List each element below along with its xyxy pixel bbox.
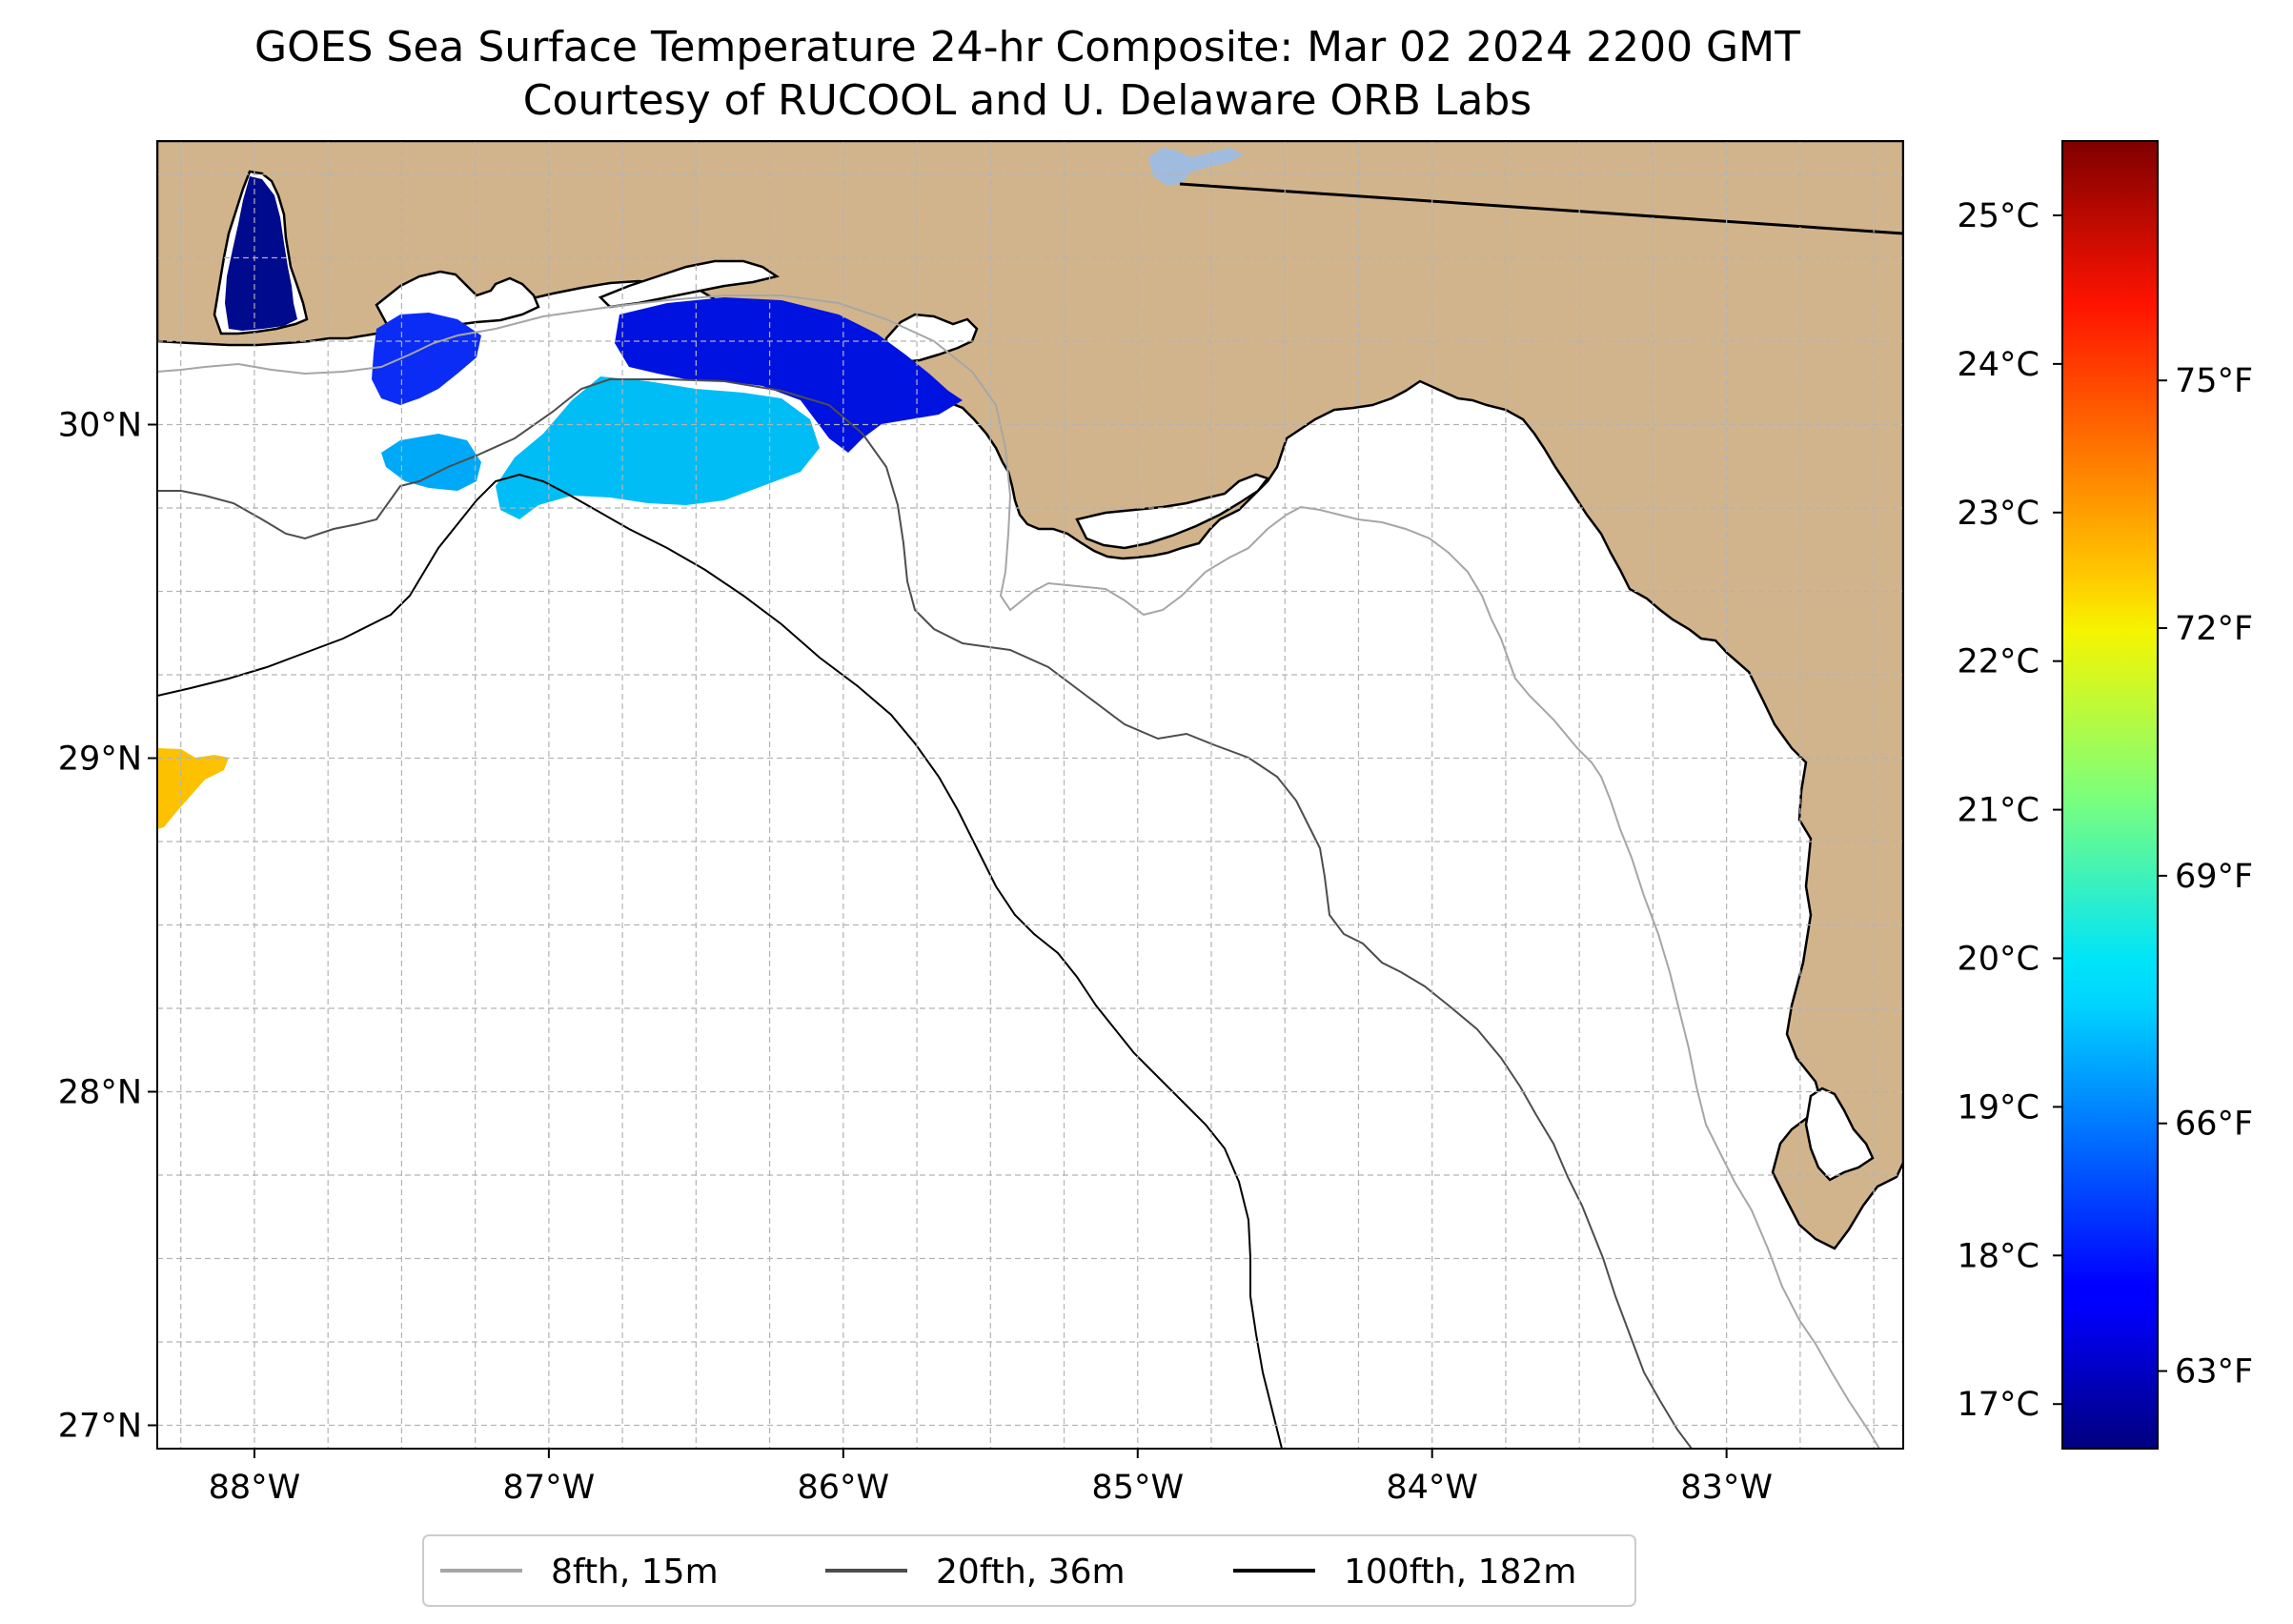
y-tick-label: 27°N	[58, 1408, 142, 1446]
colorbar-celsius-label: 21°C	[1958, 792, 2039, 830]
apalachicola-bay	[1075, 473, 1270, 550]
colorbar-fahrenheit-label: 72°F	[2175, 610, 2253, 648]
lake-seminole	[1148, 148, 1244, 186]
land-area	[157, 141, 1903, 1250]
legend-label-8fth: 8fth, 15m	[551, 1553, 719, 1592]
colorbar-fahrenheit-label: 66°F	[2175, 1106, 2253, 1144]
map-frame	[156, 140, 1904, 1450]
x-tick-label: 85°W	[1091, 1469, 1184, 1507]
y-tick-label: 28°N	[58, 1074, 142, 1112]
colorbar-gradient	[2062, 141, 2158, 1449]
map-panel	[157, 141, 1903, 1449]
legend-label-20fth: 20fth, 36m	[936, 1553, 1126, 1592]
colorbar-celsius-label: 23°C	[1958, 495, 2039, 533]
figure-subtitle: Courtesy of RUCOOL and U. Delaware ORB L…	[523, 76, 1532, 125]
colorbar-fahrenheit-label: 75°F	[2175, 362, 2253, 400]
sst-patches	[157, 176, 963, 829]
colorbar-fahrenheit-label: 69°F	[2175, 858, 2253, 896]
sst-patch-mobile-bay	[225, 176, 297, 331]
x-tick-label: 86°W	[797, 1469, 889, 1507]
colorbar: 17°C 18°C 19°C 20°C 21°C 22°C 23°C 24°C 25°C 63°…	[1958, 140, 2253, 1450]
x-axis-ticks: 88°W 87°W 86°W 85°W 84°W 83°W	[209, 1449, 1773, 1507]
contour-legend: 8fth, 15m 20fth, 36m 100fth, 182m	[422, 1534, 1636, 1607]
y-tick-label: 30°N	[58, 407, 142, 445]
contour-8fth	[157, 294, 1880, 1449]
colorbar-celsius-label: 22°C	[1958, 643, 2039, 681]
legend-box	[422, 1534, 1636, 1607]
contour-100fth	[157, 473, 1283, 1449]
tampa-bay	[1804, 1086, 1875, 1182]
choctawhatchee-bay	[598, 259, 781, 309]
colorbar-celsius-label: 18°C	[1958, 1237, 2039, 1275]
colorbar-celsius-ticks: 17°C 18°C 19°C 20°C 21°C 22°C 23°C 24°C 25°C	[1958, 197, 2062, 1424]
contour-20fth	[157, 378, 1693, 1449]
sst-patch-west-edge	[157, 748, 229, 829]
sst-patch-destin-shelf	[496, 376, 820, 519]
x-tick-label: 84°W	[1386, 1469, 1478, 1507]
colorbar-celsius-label: 24°C	[1958, 346, 2039, 384]
legend-label-100fth: 100fth, 182m	[1344, 1553, 1576, 1592]
colorbar-fahrenheit-ticks: 63°F 66°F 69°F 72°F 75°F	[2158, 362, 2253, 1391]
figure-title: GOES Sea Surface Temperature 24-hr Compo…	[254, 23, 1800, 71]
colorbar-frame	[2061, 140, 2159, 1450]
state-border	[1179, 182, 1903, 235]
colorbar-celsius-label: 25°C	[1958, 197, 2039, 235]
y-axis-ticks: 27°N 28°N 29°N 30°N	[58, 407, 157, 1446]
y-tick-label: 29°N	[58, 741, 142, 779]
bathymetry-contours	[157, 294, 1880, 1449]
x-tick-label: 83°W	[1680, 1469, 1773, 1507]
colorbar-celsius-label: 20°C	[1958, 941, 2039, 979]
colorbar-celsius-label: 17°C	[1958, 1386, 2039, 1424]
sst-patch-panama-city-nearshore	[615, 297, 963, 453]
colorbar-fahrenheit-label: 63°F	[2175, 1353, 2253, 1391]
gridlines	[157, 141, 1903, 1449]
x-tick-label: 88°W	[209, 1469, 301, 1507]
sst-patch-outer-pensacola	[381, 434, 481, 491]
x-tick-label: 87°W	[503, 1469, 596, 1507]
colorbar-celsius-label: 19°C	[1958, 1088, 2039, 1127]
